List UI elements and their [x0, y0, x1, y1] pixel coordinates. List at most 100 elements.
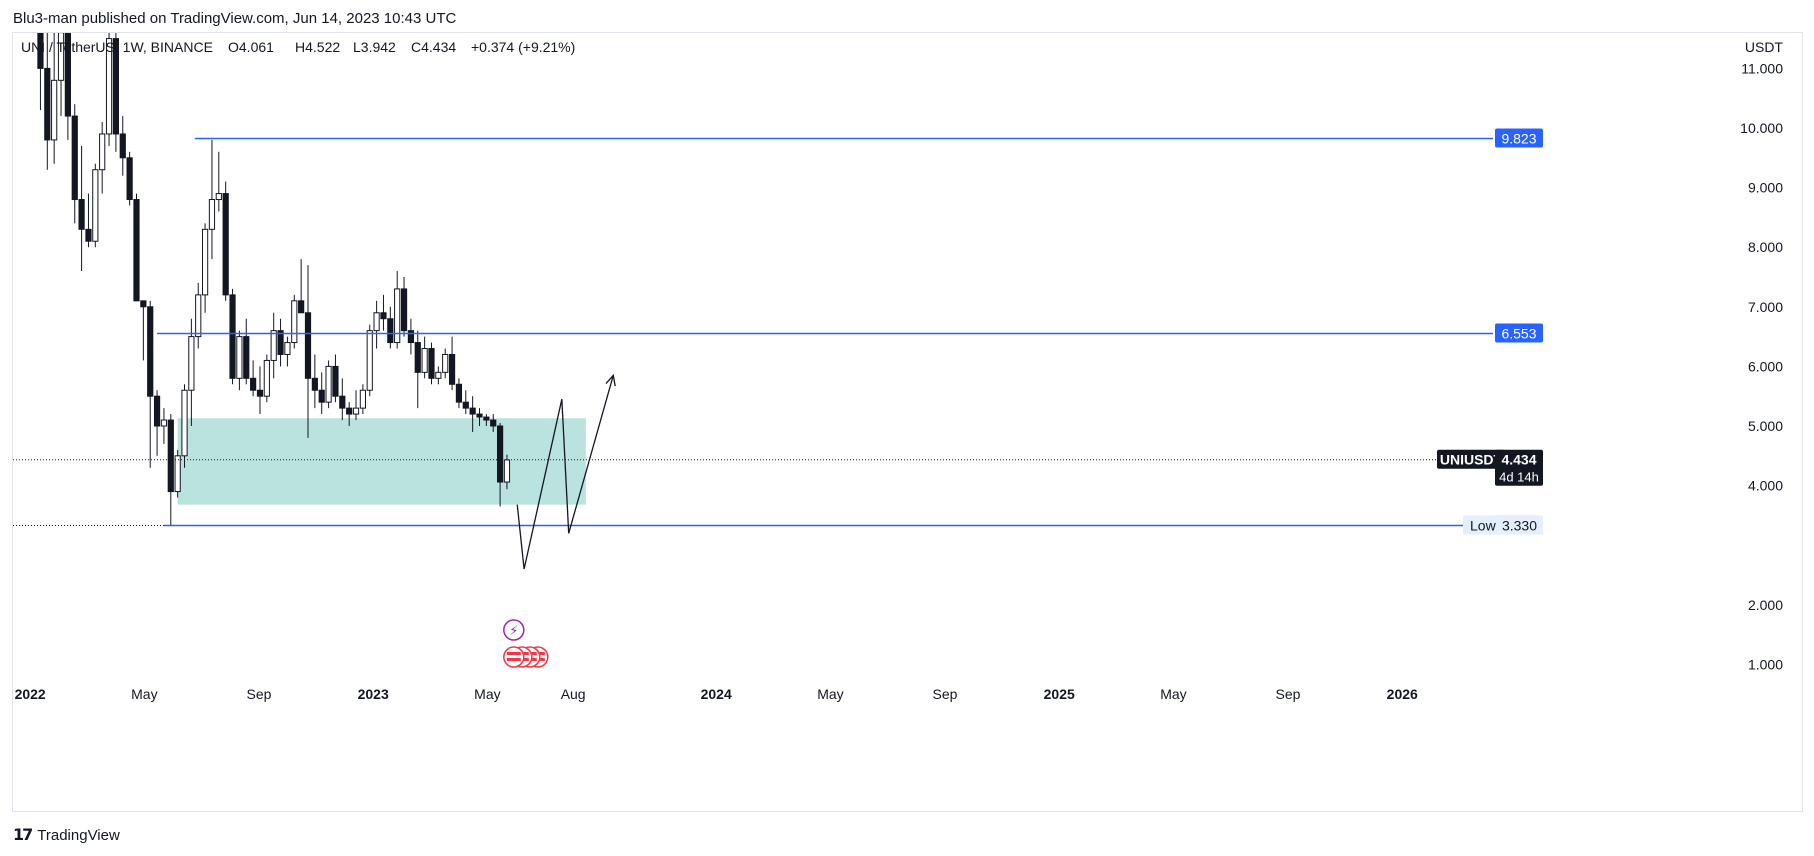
candle-down[interactable]: [37, 33, 44, 69]
candle-down[interactable]: [414, 342, 421, 373]
candle-up[interactable]: [188, 336, 195, 391]
ohlc-close: C4.434: [411, 39, 456, 55]
us-flag-event-icon[interactable]: [503, 646, 525, 668]
candle-down[interactable]: [126, 157, 133, 201]
x-tick-label: Aug: [561, 686, 586, 702]
currency-label: USDT: [1745, 39, 1784, 55]
x-tick-label: 2022: [15, 686, 46, 702]
x-tick-label: May: [131, 686, 157, 702]
candle-up[interactable]: [352, 407, 360, 415]
candle-up[interactable]: [325, 365, 332, 403]
candle-down[interactable]: [448, 353, 456, 385]
ohlc-open: O4.061: [228, 39, 274, 55]
candle-up[interactable]: [195, 294, 202, 338]
chart-panel[interactable]: 11.000 10.000 9.000 8.000 7.000 6.000 5.000 4.0…: [12, 32, 1803, 812]
candle-down[interactable]: [455, 383, 463, 403]
candle-down[interactable]: [298, 300, 305, 314]
candle-up[interactable]: [57, 33, 65, 81]
candle-down[interactable]: [490, 419, 497, 427]
candle-up[interactable]: [99, 133, 106, 171]
lightning-event-icon[interactable]: [503, 619, 525, 641]
us-flag-stripe: [506, 652, 521, 655]
candle-up[interactable]: [263, 359, 270, 397]
candle-down[interactable]: [229, 294, 236, 379]
candle-down[interactable]: [380, 312, 387, 320]
candle-up[interactable]: [270, 330, 277, 361]
candle-down[interactable]: [112, 38, 120, 135]
y-tick-label: 1.000: [1748, 656, 1783, 672]
candle-down[interactable]: [140, 300, 147, 308]
x-tick-label: Sep: [933, 686, 958, 702]
current-price-label: 4.434: [1501, 452, 1536, 468]
level-price-label: 9.823: [1501, 131, 1536, 147]
candle-down[interactable]: [339, 395, 346, 409]
level-price-label: 6.553: [1501, 325, 1536, 341]
candle-up[interactable]: [435, 371, 442, 379]
candle-down[interactable]: [387, 318, 394, 344]
symbol-title: UNI / TetherUS, 1W, BINANCE: [21, 39, 213, 55]
x-tick-label: 2024: [701, 686, 732, 702]
candle-up[interactable]: [92, 169, 99, 242]
candle-down[interactable]: [311, 377, 318, 391]
candle-up[interactable]: [359, 389, 366, 409]
candle-down[interactable]: [428, 348, 435, 379]
candle-up[interactable]: [236, 336, 243, 379]
candle-down[interactable]: [222, 193, 229, 296]
candle-up[interactable]: [373, 312, 380, 332]
candle-down[interactable]: [407, 330, 415, 344]
candle-down[interactable]: [346, 407, 353, 415]
candle-down[interactable]: [318, 389, 325, 403]
symbol-tag: [1437, 449, 1505, 469]
bar-countdown-label: 4d 14h: [1499, 470, 1539, 485]
symbol-tag-label: UNIUSDT: [1440, 452, 1503, 468]
candle-down[interactable]: [133, 199, 140, 302]
candle-up[interactable]: [366, 330, 373, 391]
candle-down[interactable]: [71, 115, 78, 201]
candle-down[interactable]: [476, 413, 483, 418]
lightning-glyph: ⚡: [509, 624, 518, 639]
y-tick-label: 10.000: [1740, 120, 1783, 136]
candle-up[interactable]: [160, 419, 168, 427]
projection-path[interactable]: [516, 375, 614, 570]
candle-up[interactable]: [208, 199, 216, 230]
candle-down[interactable]: [462, 401, 469, 409]
candle-down[interactable]: [496, 425, 504, 483]
candle-down[interactable]: [153, 395, 161, 427]
candle-down[interactable]: [250, 377, 257, 391]
candle-up[interactable]: [201, 228, 209, 296]
candle-down[interactable]: [85, 228, 92, 242]
candle-down[interactable]: [64, 33, 71, 117]
candle-down[interactable]: [78, 199, 85, 230]
candle-up[interactable]: [291, 300, 298, 344]
candle-up[interactable]: [51, 79, 58, 141]
candle-down[interactable]: [277, 330, 284, 355]
candle-down[interactable]: [469, 407, 476, 415]
candle-down[interactable]: [44, 67, 51, 141]
y-tick-label: 4.000: [1748, 478, 1783, 494]
candle-down[interactable]: [483, 416, 490, 421]
candle-up[interactable]: [442, 353, 449, 373]
candle-up[interactable]: [181, 389, 188, 457]
candle-down[interactable]: [167, 419, 174, 493]
support-zone[interactable]: [177, 418, 586, 505]
candle-down[interactable]: [332, 365, 339, 397]
candle-down[interactable]: [304, 312, 312, 379]
low-marker-badge: [1463, 515, 1543, 535]
candle-down[interactable]: [256, 389, 264, 397]
candle-up[interactable]: [421, 348, 428, 373]
candle-up[interactable]: [394, 288, 401, 344]
candle-down[interactable]: [147, 306, 154, 397]
tradingview-logo-icon: 𝟭𝟳: [13, 827, 33, 844]
x-tick-label: May: [1160, 686, 1186, 702]
candle-up[interactable]: [284, 342, 291, 355]
tradingview-brand[interactable]: 𝟭𝟳 TradingView: [13, 825, 120, 845]
price-chart[interactable]: 11.000 10.000 9.000 8.000 7.000 6.000 5.000 4.0…: [13, 33, 1802, 811]
candle-down[interactable]: [243, 336, 250, 379]
candle-down[interactable]: [400, 288, 408, 332]
candle-up[interactable]: [174, 455, 181, 493]
ohlc-low: L3.942: [353, 39, 396, 55]
candle-up[interactable]: [105, 38, 113, 135]
candle-up[interactable]: [215, 193, 222, 201]
candle-up[interactable]: [503, 459, 511, 483]
candle-down[interactable]: [119, 133, 126, 159]
